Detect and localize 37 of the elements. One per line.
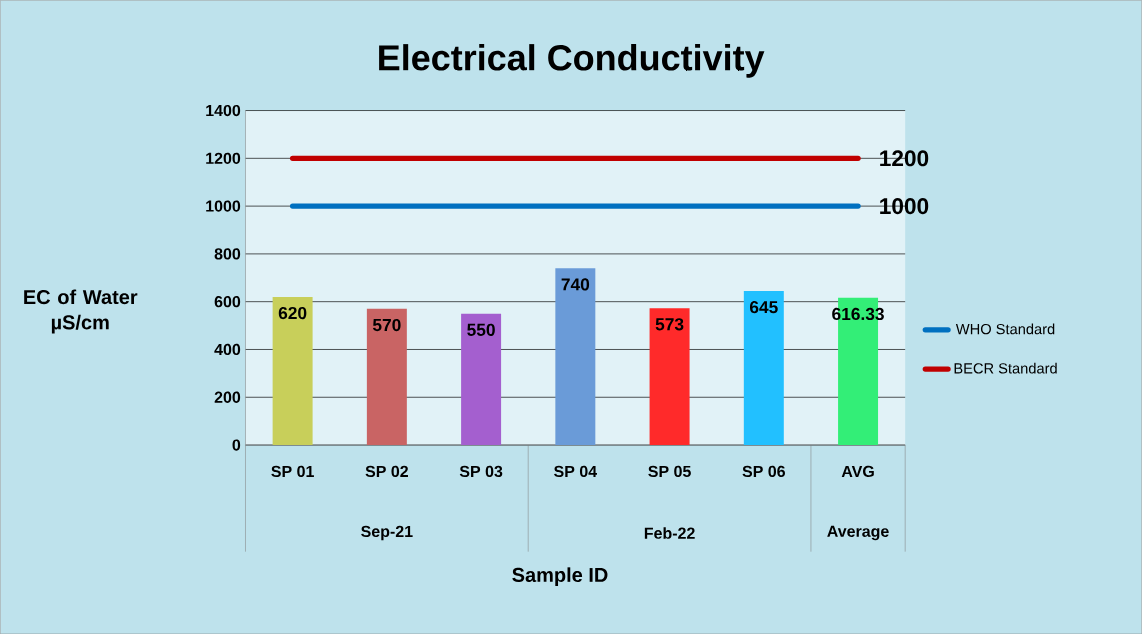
x-tick-label: SP 05: [648, 465, 691, 477]
text: Average: [827, 525, 889, 541]
y-tick-label: 1200: [206, 152, 241, 164]
x-tick-label: SP 03: [459, 465, 503, 477]
text: Feb-22: [644, 527, 695, 539]
chart-title: Electrical Conductivity: [379, 44, 765, 78]
x-tick-label: SP 01: [271, 465, 314, 477]
bar: [366, 308, 407, 445]
x-tick-label: AVG: [841, 465, 874, 477]
legend-label: BECR Standard: [954, 362, 1057, 374]
bar: [743, 290, 784, 445]
x-tick-label: SP 06: [742, 465, 786, 477]
legend-label: WHO Standard: [955, 323, 1055, 335]
data-label: 645: [749, 300, 778, 314]
bar: [272, 296, 313, 445]
bar: [649, 308, 690, 445]
text: Sep-21: [361, 525, 413, 541]
x-tick-label: SP 04: [554, 465, 598, 477]
y-tick-label: 1400: [206, 104, 241, 117]
x-tick-label: SP 02: [365, 465, 408, 477]
x-axis-title: Sample ID: [512, 567, 608, 586]
bar: [555, 268, 596, 445]
data-label: 1000: [880, 197, 929, 215]
data-label: 1200: [880, 150, 929, 167]
y-tick-label: 800: [214, 248, 241, 260]
bar: [461, 313, 502, 445]
data-label: 550: [467, 323, 495, 336]
y-tick-label: 1000: [206, 200, 241, 212]
y-tick-label: 200: [214, 391, 241, 403]
y-axis-title: EC of Water µS/cm: [24, 289, 138, 334]
data-label: 740: [561, 278, 590, 291]
data-label: 570: [372, 318, 401, 332]
data-label: 573: [655, 318, 684, 331]
y-tick-label: 600: [214, 295, 241, 308]
y-tick-label: 0: [232, 439, 241, 451]
data-label: 620: [278, 306, 307, 320]
y-tick-label: 400: [214, 343, 241, 356]
